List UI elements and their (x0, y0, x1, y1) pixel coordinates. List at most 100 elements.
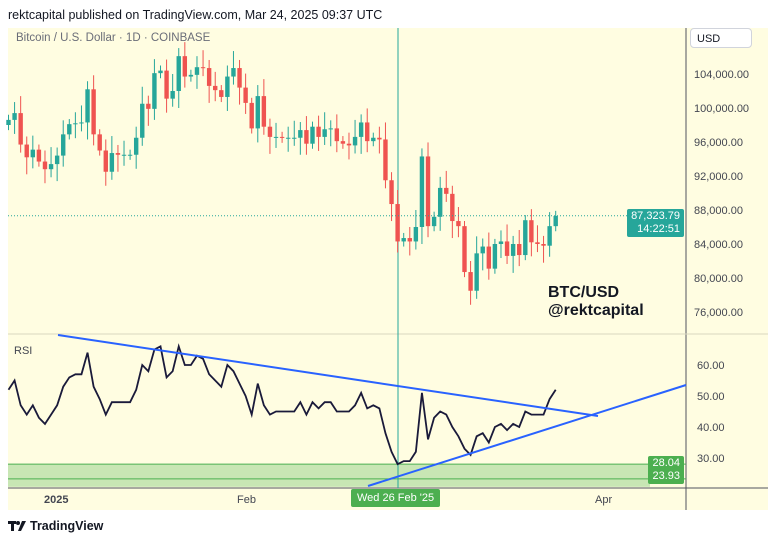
published-header: rektcapital published on TradingView.com… (8, 8, 383, 22)
candle-body (419, 156, 425, 227)
price-tick: 104,000.00 (694, 69, 749, 81)
candle (164, 59, 169, 113)
candle (401, 232, 406, 247)
candle (553, 210, 558, 232)
candle-body (310, 126, 315, 144)
candle (529, 209, 534, 257)
candle-body (200, 67, 206, 69)
candle (383, 122, 388, 189)
candle (12, 102, 17, 134)
candle-body (36, 149, 42, 162)
rsi-band-upper: 28.04 (652, 457, 680, 469)
candle (231, 51, 236, 85)
candle-body (121, 154, 127, 156)
price-tick: 100,000.00 (694, 103, 749, 115)
candle-body (79, 122, 84, 124)
candle-body (425, 156, 431, 227)
tradingview-logo[interactable]: TradingView (8, 519, 103, 533)
candle-body (206, 68, 212, 86)
candle (352, 119, 358, 154)
price-tick: 84,000.00 (694, 239, 743, 251)
candle-body (474, 253, 479, 291)
candle (547, 212, 552, 257)
candle (462, 221, 467, 278)
candle-body (456, 221, 461, 227)
candle (200, 50, 206, 77)
currency-button[interactable]: USD (690, 28, 752, 48)
last-price-tag: 87,323.79 14:22:51 (627, 209, 684, 237)
candle (468, 261, 473, 305)
candle (425, 142, 431, 238)
candle-body (401, 238, 406, 242)
candle-body (316, 126, 321, 137)
symbol-title[interactable]: Bitcoin / U.S. Dollar · 1D · COINBASE (16, 32, 211, 44)
candle (243, 73, 248, 114)
candle-body (103, 150, 108, 172)
rsi-oversold-band (8, 463, 686, 487)
candle (340, 136, 346, 149)
candle (261, 79, 267, 135)
candle (486, 232, 492, 280)
candle-body (529, 220, 534, 243)
candle-body (553, 215, 558, 227)
candle (213, 71, 218, 102)
candle-body (358, 122, 364, 137)
candle-body (389, 180, 394, 205)
candle (285, 126, 291, 152)
candle-body (243, 87, 248, 103)
candle-body (54, 155, 60, 165)
candle (474, 236, 479, 299)
candle-body (48, 164, 54, 170)
candle (188, 69, 194, 82)
candle (67, 119, 72, 140)
candle-body (328, 128, 333, 130)
rsi-band-tag: 28.04 23.93 (648, 456, 684, 484)
candle (450, 185, 455, 239)
candle (109, 136, 115, 180)
rsi-tick: 50.00 (697, 391, 725, 403)
candle-body (292, 137, 297, 139)
candle-body (407, 238, 412, 242)
candle (334, 114, 340, 153)
candle-body (133, 137, 139, 155)
candle-body (371, 137, 376, 142)
candle-body (304, 130, 309, 144)
candle-body (85, 89, 90, 123)
candle (255, 85, 260, 143)
candle (358, 114, 364, 154)
candle-body (24, 144, 29, 158)
candle (492, 238, 498, 274)
rsi-label[interactable]: RSI (14, 345, 33, 357)
candle (91, 75, 96, 146)
candle-body (462, 226, 467, 273)
candle (97, 129, 102, 156)
candle-body (188, 74, 194, 77)
candle-body (547, 226, 552, 246)
candle-body (541, 244, 546, 246)
candle (523, 215, 528, 261)
candle-body (322, 129, 327, 137)
candle (176, 48, 181, 108)
candle (377, 126, 382, 154)
price-tick: 76,000.00 (694, 307, 743, 319)
candle (413, 210, 419, 250)
watermark-line2: @rektcapital (548, 302, 644, 319)
candle-body (352, 136, 358, 146)
candle (431, 211, 437, 232)
candle (365, 108, 370, 153)
candle-body (146, 103, 151, 109)
candle (225, 65, 230, 111)
candle (328, 120, 333, 147)
candle-body (182, 56, 188, 77)
chart-canvas[interactable]: 104,000.00 100,000.00 96,000.00 92,000.00 88… (0, 0, 768, 512)
price-tick: 92,000.00 (694, 171, 743, 183)
rsi-tick: 30.00 (697, 453, 725, 465)
candle (273, 122, 279, 148)
candle (30, 135, 36, 169)
candle-body (30, 149, 36, 158)
candle (133, 126, 139, 169)
candle-body (67, 124, 72, 135)
rsi-band-lower: 23.93 (652, 470, 680, 482)
candle-body (6, 119, 11, 125)
candle-body (437, 187, 443, 217)
